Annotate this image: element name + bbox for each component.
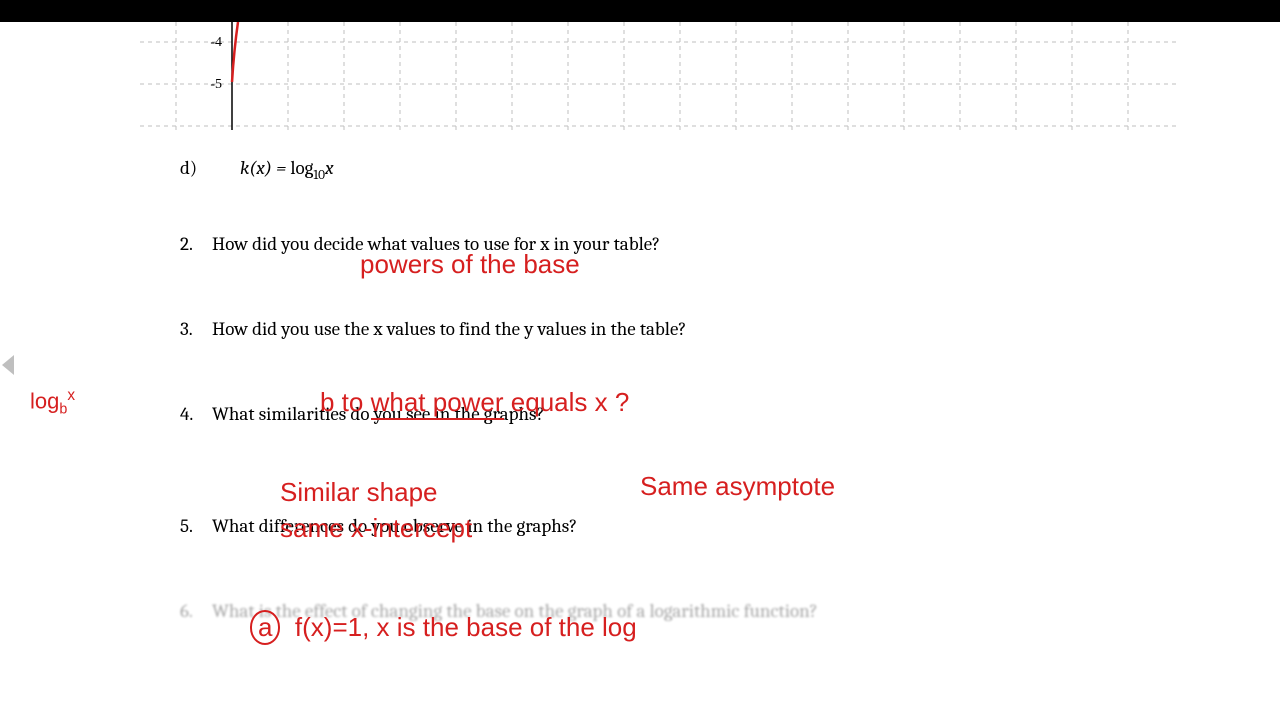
q3-answer: b to what power equals x ? [320, 388, 629, 417]
q2-number: 2. [180, 233, 212, 255]
prev-nav-icon[interactable] [2, 355, 14, 375]
q4-answer-shape: Similar shape [280, 478, 438, 507]
graph-grid-fragment: -4 -5 [140, 22, 1180, 130]
q4-answer-asymptote: Same asymptote [640, 472, 835, 501]
part-d-formula: k(x) = log10x [240, 155, 334, 185]
video-letterbox-top [0, 0, 1280, 22]
q3-number: 3. [180, 318, 212, 340]
part-d-label: d) [180, 157, 240, 179]
q4-answer-xintercept: same x-intercept [280, 514, 472, 543]
margin-note-logbx: logbx [30, 388, 75, 418]
question-2-row: 2. How did you decide what values to use… [180, 231, 1220, 258]
part-d-row: d) k(x) = log10x [180, 155, 1220, 185]
log-curve-fragment [232, 22, 238, 82]
q6-number: 6. [180, 600, 212, 622]
q2-answer: powers of the base [360, 250, 580, 279]
axis-label-neg5: -5 [210, 77, 222, 92]
q5-answer: a f(x)=1, x is the base of the log [250, 610, 637, 645]
q5-number: 5. [180, 515, 212, 537]
question-3-row: 3. How did you use the x values to find … [180, 316, 1220, 343]
q3-text: How did you use the x values to find the… [212, 316, 686, 343]
axis-label-neg4: -4 [210, 35, 222, 50]
q4-number: 4. [180, 403, 212, 425]
q5-circled-a: a [250, 610, 280, 645]
